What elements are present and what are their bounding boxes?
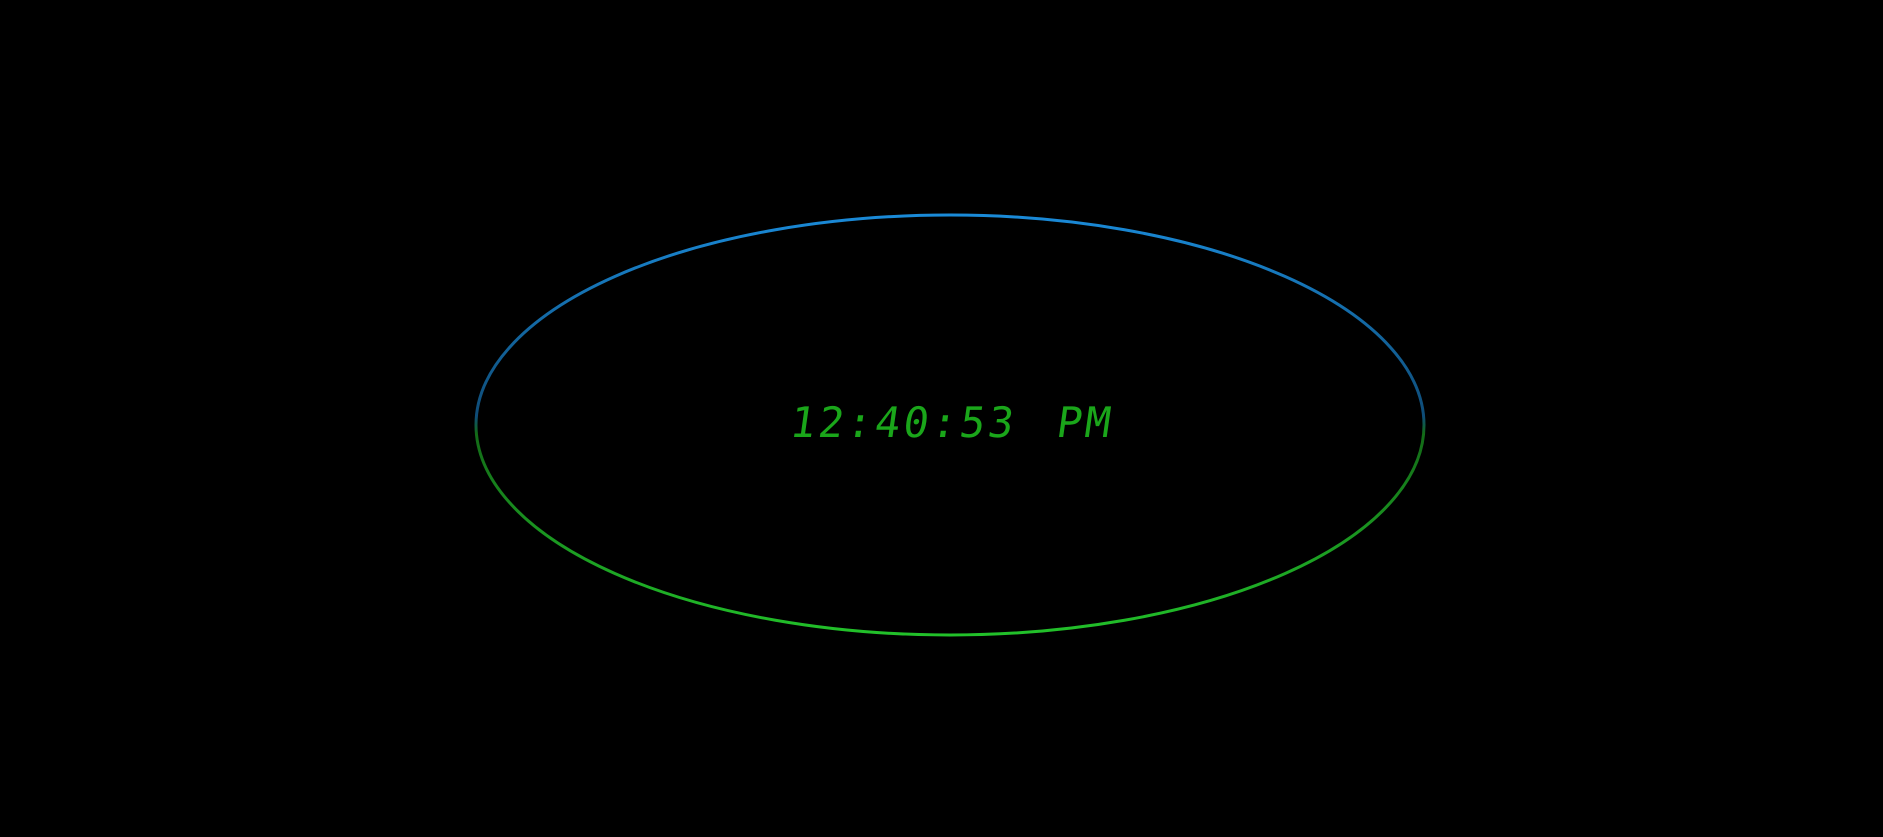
clock-ellipse bbox=[474, 213, 1426, 637]
clock-time-digits: 12:40:53 bbox=[787, 398, 1020, 447]
clock-time: 12:40:53 PM bbox=[787, 398, 1117, 447]
clock-meridiem: PM bbox=[1054, 398, 1117, 447]
